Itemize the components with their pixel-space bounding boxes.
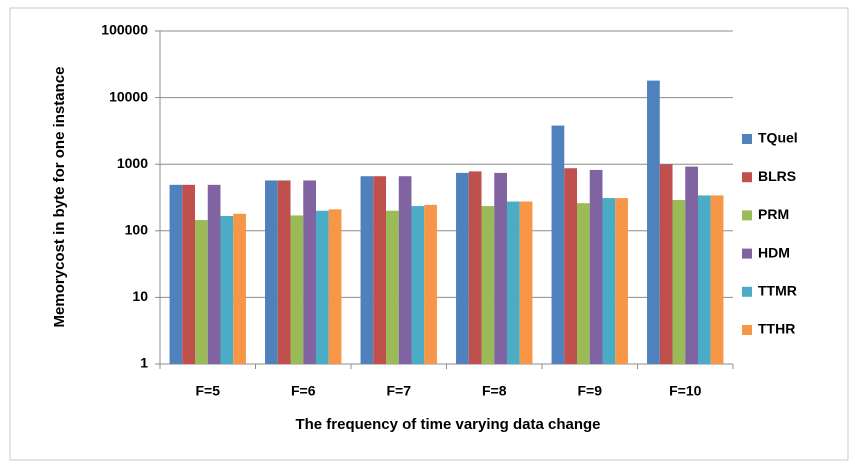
bar: [577, 203, 590, 364]
x-tick-label: F=5: [195, 383, 220, 399]
bar: [481, 206, 495, 364]
bar: [519, 201, 533, 364]
bar: [602, 198, 616, 364]
bar: [360, 176, 374, 364]
bar: [647, 80, 660, 365]
bar: [659, 164, 673, 364]
legend-swatch: [742, 248, 752, 259]
bar: [169, 184, 183, 364]
bar: [315, 210, 329, 364]
y-axis-title: Memorycost in byte for one instance: [51, 67, 68, 328]
legend-label: TTMR: [758, 283, 797, 299]
legend-swatch: [742, 286, 752, 297]
bar: [506, 201, 520, 364]
bar: [564, 168, 578, 364]
bar: [290, 215, 304, 364]
legend-label: TTHR: [758, 321, 795, 337]
legend-label: HDM: [758, 244, 790, 260]
x-tick-label: F=7: [386, 383, 411, 399]
y-tick-label: 10: [132, 288, 148, 304]
y-tick-label: 100000: [101, 22, 148, 38]
bar: [386, 210, 399, 364]
bar: [265, 180, 278, 364]
y-tick-label: 1000: [117, 155, 148, 171]
bar: [233, 213, 246, 364]
bar: [303, 180, 316, 364]
legend-label: PRM: [758, 206, 789, 222]
bar: [182, 184, 196, 364]
bar: [373, 176, 387, 364]
x-tick-label: F=9: [577, 383, 602, 399]
legend-swatch: [742, 134, 752, 144]
bar: [277, 180, 291, 364]
bar: [685, 166, 698, 364]
bar: [424, 204, 437, 364]
y-tick-label: 100: [125, 222, 149, 238]
legend-label: TQuel: [758, 130, 798, 146]
bar: [494, 172, 507, 364]
bar: [672, 200, 686, 364]
bar: [328, 209, 342, 364]
bar: [615, 198, 628, 364]
bar: [220, 215, 234, 364]
legend-swatch: [742, 325, 752, 335]
bar: [589, 169, 603, 364]
bar: [411, 206, 425, 364]
bar: [207, 184, 221, 364]
bar: [398, 176, 412, 364]
bar: [195, 220, 208, 364]
legend-swatch: [742, 210, 752, 221]
bar: [697, 195, 711, 364]
bar: [468, 171, 482, 364]
legend-swatch: [742, 172, 752, 183]
bar: [710, 195, 724, 364]
x-tick-label: F=10: [669, 383, 702, 399]
x-axis-title: The frequency of time varying data chang…: [295, 416, 600, 433]
bar: [551, 125, 565, 364]
bar: [456, 172, 469, 364]
x-tick-label: F=6: [291, 383, 316, 399]
y-tick-label: 1: [140, 355, 148, 371]
x-tick-label: F=8: [482, 383, 507, 399]
legend-label: BLRS: [758, 168, 796, 184]
y-tick-label: 10000: [109, 88, 148, 104]
